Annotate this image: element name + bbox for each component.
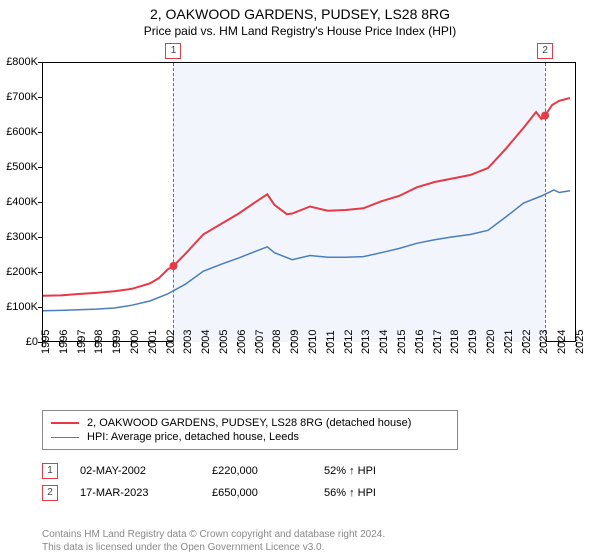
event-line-1 bbox=[173, 63, 174, 343]
up-arrow-icon: ↑ bbox=[349, 487, 355, 499]
legend-swatch-property bbox=[51, 422, 79, 424]
chart-title: 2, OAKWOOD GARDENS, PUDSEY, LS28 8RG bbox=[0, 0, 600, 22]
event-id-2: 2 bbox=[42, 485, 58, 501]
event-marker-1: 1 bbox=[165, 43, 181, 59]
event-date-2: 17-MAR-2023 bbox=[80, 487, 190, 499]
event-pct-2: 56% ↑ HPI bbox=[324, 487, 414, 499]
event-table: 1 02-MAY-2002 £220,000 52% ↑ HPI 2 17-MA… bbox=[42, 460, 414, 504]
legend: 2, OAKWOOD GARDENS, PUDSEY, LS28 8RG (de… bbox=[42, 410, 458, 450]
event-pct-1: 52% ↑ HPI bbox=[324, 465, 414, 477]
event-marker-2: 2 bbox=[537, 43, 553, 59]
chart-area: 1 2 £0£100K£200K£300K£400K£500K£600K£700… bbox=[42, 62, 576, 364]
legend-item-hpi: HPI: Average price, detached house, Leed… bbox=[51, 430, 449, 444]
plot-region: 1 2 bbox=[42, 62, 576, 342]
footer-attribution: Contains HM Land Registry data © Crown c… bbox=[42, 528, 385, 554]
event-id-1: 1 bbox=[42, 463, 58, 479]
plot-svg bbox=[43, 63, 577, 343]
chart-subtitle: Price paid vs. HM Land Registry's House … bbox=[0, 22, 600, 42]
event-price-1: £220,000 bbox=[212, 465, 302, 477]
footer-line-2: This data is licensed under the Open Gov… bbox=[42, 541, 385, 554]
event-line-2 bbox=[545, 63, 546, 343]
legend-label-hpi: HPI: Average price, detached house, Leed… bbox=[87, 431, 299, 443]
legend-swatch-hpi bbox=[51, 437, 79, 438]
event-date-1: 02-MAY-2002 bbox=[80, 465, 190, 477]
up-arrow-icon: ↑ bbox=[349, 465, 355, 477]
legend-label-property: 2, OAKWOOD GARDENS, PUDSEY, LS28 8RG (de… bbox=[87, 417, 411, 429]
event-price-2: £650,000 bbox=[212, 487, 302, 499]
legend-item-property: 2, OAKWOOD GARDENS, PUDSEY, LS28 8RG (de… bbox=[51, 416, 449, 430]
chart-container: 2, OAKWOOD GARDENS, PUDSEY, LS28 8RG Pri… bbox=[0, 0, 600, 560]
event-row-1: 1 02-MAY-2002 £220,000 52% ↑ HPI bbox=[42, 460, 414, 482]
footer-line-1: Contains HM Land Registry data © Crown c… bbox=[42, 528, 385, 541]
event-row-2: 2 17-MAR-2023 £650,000 56% ↑ HPI bbox=[42, 482, 414, 504]
